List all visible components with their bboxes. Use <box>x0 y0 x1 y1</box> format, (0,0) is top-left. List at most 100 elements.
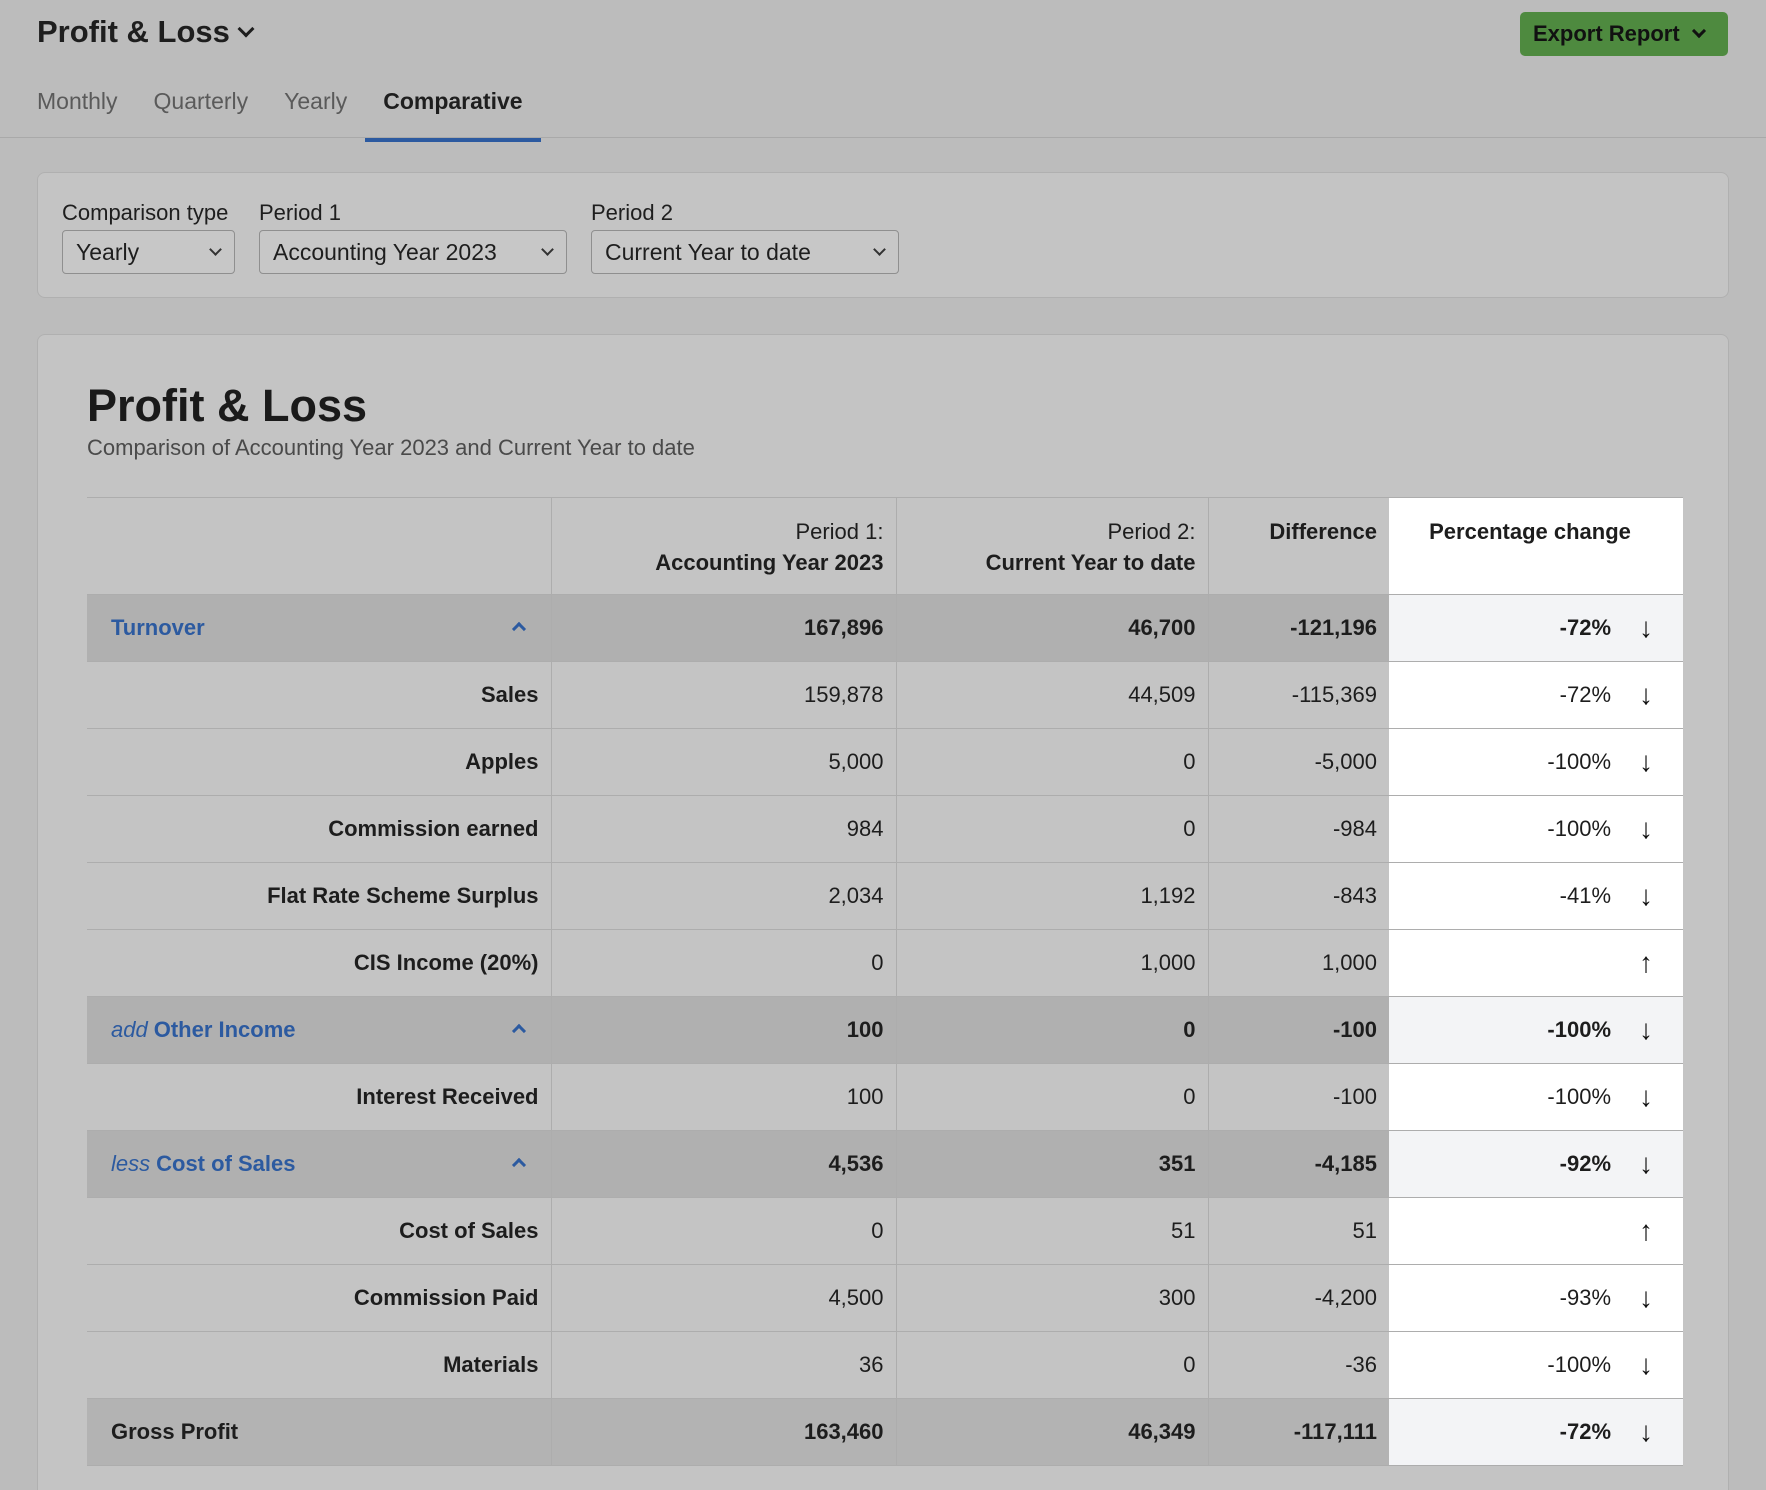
difference-value: -115,369 <box>1207 661 1389 729</box>
percentage-change-cell: -100% ↓ <box>1389 1331 1683 1399</box>
period1-header-line1: Period 1: <box>795 519 884 544</box>
difference-value: -5,000 <box>1207 728 1389 796</box>
percentage-change-cell: -92% ↓ <box>1389 1130 1683 1198</box>
difference-value: -121,196 <box>1207 594 1389 662</box>
period2-value: 46,700 <box>895 594 1208 662</box>
row-label: Interest Received <box>87 1063 551 1131</box>
row-label: Cost of Sales <box>87 1197 551 1265</box>
tab-comparative[interactable]: Comparative <box>365 88 541 142</box>
period2-value: 44,509 <box>895 661 1208 729</box>
period1-select[interactable]: Accounting Year 2023 <box>259 230 567 274</box>
group-toggle[interactable]: Turnover <box>87 594 551 662</box>
report-switcher[interactable]: Profit & Loss <box>37 14 255 50</box>
percentage-value: -93% <box>1559 1285 1611 1310</box>
row-label: Gross Profit <box>87 1398 551 1466</box>
difference-value: -36 <box>1207 1331 1389 1399</box>
percentage-change-cell: -93% ↓ <box>1389 1264 1683 1332</box>
percentage-value: -100% <box>1547 1084 1611 1109</box>
tab-quarterly[interactable]: Quarterly <box>153 88 249 114</box>
column-header-period1: Period 1: Accounting Year 2023 <box>550 497 896 595</box>
period1-value: 100 <box>550 996 896 1064</box>
period1-header-line2: Accounting Year 2023 <box>655 550 884 575</box>
difference-value: -984 <box>1207 795 1389 863</box>
profit-loss-table: Period 1: Accounting Year 2023 Period 2:… <box>87 497 1683 1466</box>
difference-value: -117,111 <box>1207 1398 1389 1466</box>
arrow-up-icon: ↑ <box>1639 947 1653 978</box>
table-row: CIS Income (20%) 0 1,000 1,000 ↑ <box>87 929 1683 997</box>
period1-value: 4,500 <box>550 1264 896 1332</box>
row-label: Sales <box>87 661 551 729</box>
table-body: Turnover 167,896 46,700 -121,196 -72% ↓ Sales 1… <box>87 594 1683 1466</box>
page-title: Profit & Loss <box>37 14 230 49</box>
difference-value: -100 <box>1207 996 1389 1064</box>
period2-select[interactable]: Current Year to date <box>591 230 899 274</box>
arrow-down-icon: ↓ <box>1639 880 1653 911</box>
percentage-value: -72% <box>1559 682 1611 707</box>
report-title: Profit & Loss <box>87 380 368 431</box>
report-card: Profit & Loss Comparison of Accounting Y… <box>37 334 1729 1490</box>
percentage-change-cell: -100% ↓ <box>1389 996 1683 1064</box>
percentage-change-cell: -100% ↓ <box>1389 795 1683 863</box>
tab-monthly[interactable]: Monthly <box>37 88 118 114</box>
table-row: Materials 36 0 -36 -100% ↓ <box>87 1331 1683 1399</box>
period1-value: 36 <box>550 1331 896 1399</box>
arrow-down-icon: ↓ <box>1639 1416 1653 1447</box>
group-prefix: add <box>111 1017 148 1042</box>
comparison-type-value: Yearly <box>76 238 140 265</box>
percentage-change-cell: -100% ↓ <box>1389 728 1683 796</box>
period1-value: 0 <box>550 929 896 997</box>
chevron-up-icon[interactable] <box>511 1023 526 1039</box>
arrow-down-icon: ↓ <box>1639 1282 1653 1313</box>
difference-value: -4,185 <box>1207 1130 1389 1198</box>
period2-label: Period 2 <box>591 200 673 225</box>
group-toggle[interactable]: less Cost of Sales <box>87 1130 551 1198</box>
period1-value: 100 <box>550 1063 896 1131</box>
percentage-change-cell: -72% ↓ <box>1389 661 1683 729</box>
row-label: Apples <box>87 728 551 796</box>
period2-value: Current Year to date <box>605 238 811 265</box>
period2-value: 0 <box>895 795 1208 863</box>
row-label: CIS Income (20%) <box>87 929 551 997</box>
period1-value: 984 <box>550 795 896 863</box>
percentage-value: -100% <box>1547 816 1611 841</box>
percentage-change-cell: -100% ↓ <box>1389 1063 1683 1131</box>
table-group-row[interactable]: add Other Income 100 0 -100 -100% ↓ <box>87 996 1683 1064</box>
group-toggle[interactable]: add Other Income <box>87 996 551 1064</box>
chevron-down-icon <box>1691 23 1706 39</box>
period1-label: Period 1 <box>259 200 341 225</box>
period2-value: 1,192 <box>895 862 1208 930</box>
percentage-change-cell: ↑ <box>1389 929 1683 997</box>
period1-value: 2,034 <box>550 862 896 930</box>
row-label: Commission Paid <box>87 1264 551 1332</box>
arrow-down-icon: ↓ <box>1639 1148 1653 1179</box>
period1-value: Accounting Year 2023 <box>273 238 497 265</box>
period1-value: 4,536 <box>550 1130 896 1198</box>
table-group-row[interactable]: Turnover 167,896 46,700 -121,196 -72% ↓ <box>87 594 1683 662</box>
table-row: Commission earned 984 0 -984 -100% ↓ <box>87 795 1683 863</box>
row-label: Materials <box>87 1331 551 1399</box>
difference-value: 1,000 <box>1207 929 1389 997</box>
chevron-up-icon[interactable] <box>511 1157 526 1173</box>
group-label: Turnover <box>111 615 205 640</box>
period2-field: Period 2 Current Year to date <box>591 200 899 274</box>
period2-value: 0 <box>895 728 1208 796</box>
period2-value: 51 <box>895 1197 1208 1265</box>
percentage-value: -92% <box>1559 1151 1611 1176</box>
table-row: Interest Received 100 0 -100 -100% ↓ <box>87 1063 1683 1131</box>
top-bar: Profit & Loss Export Report Monthly Quar… <box>0 0 1766 142</box>
column-header-label <box>87 497 551 595</box>
column-header-difference: Difference <box>1207 497 1389 595</box>
export-report-button[interactable]: Export Report <box>1520 12 1728 56</box>
table-row: Commission Paid 4,500 300 -4,200 -93% ↓ <box>87 1264 1683 1332</box>
comparison-type-field: Comparison type Yearly <box>62 200 235 274</box>
comparison-type-select[interactable]: Yearly <box>62 230 235 274</box>
comparison-type-label: Comparison type <box>62 200 229 225</box>
percentage-change-cell: -72% ↓ <box>1389 594 1683 662</box>
period1-value: 0 <box>550 1197 896 1265</box>
table-group-row[interactable]: less Cost of Sales 4,536 351 -4,185 -92% ↓ <box>87 1130 1683 1198</box>
percentage-value: -41% <box>1559 883 1611 908</box>
period2-value: 0 <box>895 996 1208 1064</box>
difference-header-label: Difference <box>1269 519 1377 544</box>
tab-yearly[interactable]: Yearly <box>284 88 348 114</box>
chevron-up-icon[interactable] <box>511 621 526 637</box>
